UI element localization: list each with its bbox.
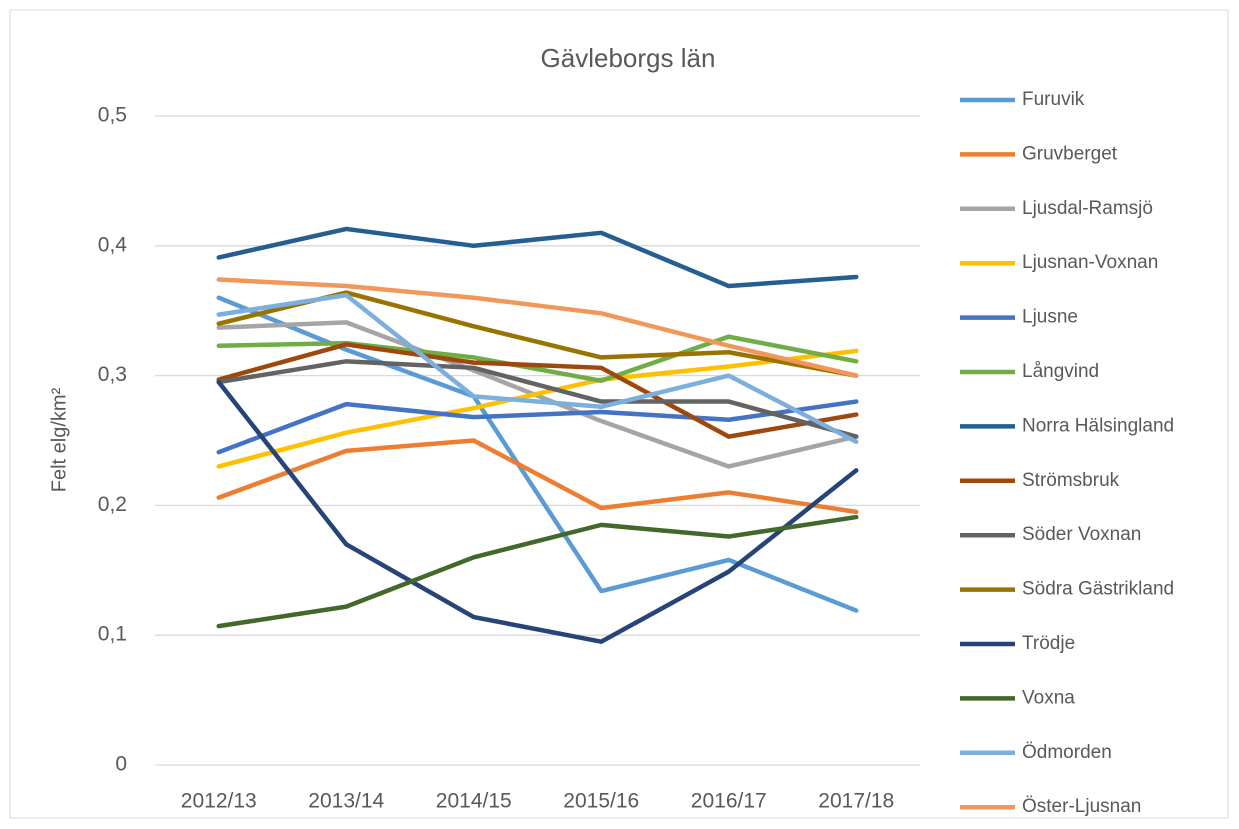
y-tick-label: 0,2 — [98, 493, 127, 516]
series-line — [216, 226, 859, 289]
series-line — [216, 292, 859, 445]
legend-label: Norra Hälsingland — [1022, 415, 1174, 436]
series-line — [216, 342, 859, 439]
y-axis-label: Felt elg/km² — [48, 387, 70, 492]
y-tick-label: 0 — [115, 753, 127, 776]
legend-label: Söder Voxnan — [1022, 524, 1141, 545]
series-line — [216, 399, 859, 455]
series-line — [216, 277, 859, 378]
y-tick-label: 0,4 — [98, 233, 128, 256]
series-line — [216, 359, 859, 439]
legend-label: Strömsbruk — [1022, 470, 1120, 491]
legend-label: Ljusnan-Voxnan — [1022, 252, 1158, 273]
legend-label: Voxna — [1022, 687, 1075, 708]
series-line — [216, 514, 859, 629]
lines — [216, 226, 859, 644]
legend-label: Södra Gästrikland — [1022, 579, 1174, 600]
y-tick-label: 0,5 — [98, 104, 127, 127]
legend-label: Gruvberget — [1022, 143, 1118, 164]
grid: 0 0,1 0,2 0,3 0,4 0,5 2012/13 2013/14 2014/15 201… — [98, 104, 920, 813]
legend-label: Ljusdal-Ramsjö — [1022, 198, 1153, 219]
series-line — [216, 438, 859, 515]
legend-label: Öster-Ljusnan — [1022, 796, 1141, 817]
x-tick-label: 2015/16 — [563, 790, 639, 813]
legend-label: Ödmorden — [1022, 742, 1112, 763]
x-tick-label: 2017/18 — [818, 790, 894, 813]
y-tick-label: 0,1 — [98, 623, 127, 646]
legend-label: Ljusne — [1022, 307, 1078, 328]
x-tick-label: 2013/14 — [308, 790, 384, 813]
series-line — [216, 348, 859, 469]
legend-label: Furuvik — [1022, 89, 1085, 110]
series-line — [216, 295, 859, 613]
x-tick-label: 2012/13 — [181, 790, 257, 813]
series-line — [216, 334, 859, 384]
legend: Furuvik Gruvberget Ljusdal-Ramsjö Ljusnan-V… — [960, 89, 1174, 817]
x-tick-label: 2016/17 — [691, 790, 767, 813]
series-line — [216, 379, 859, 644]
legend-label: Långvind — [1022, 361, 1099, 382]
x-tick-label: 2014/15 — [436, 790, 512, 813]
y-tick-label: 0,3 — [98, 363, 127, 386]
legend-label: Trödje — [1022, 633, 1075, 654]
chart-title: Gävleborgs län — [541, 43, 716, 73]
